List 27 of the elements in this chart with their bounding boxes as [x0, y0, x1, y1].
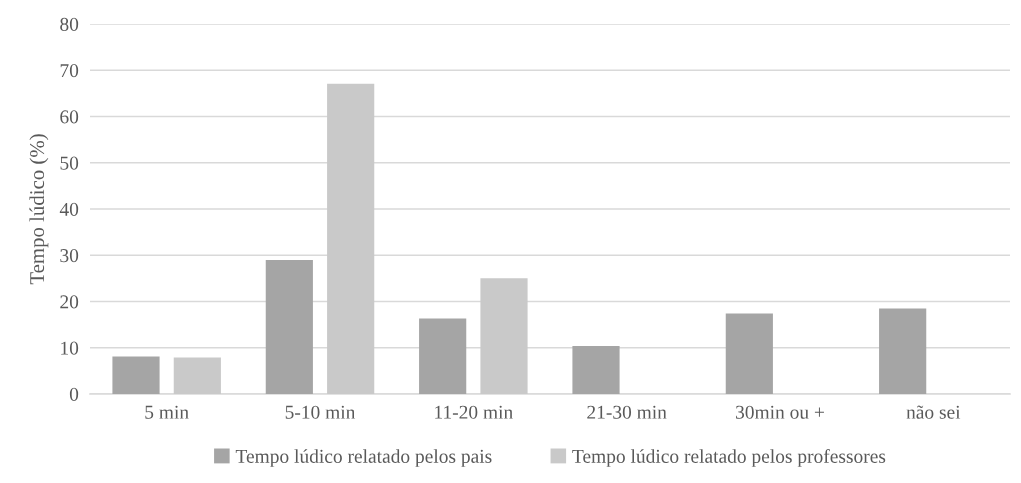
- bar: [419, 318, 467, 394]
- bar: [480, 278, 528, 394]
- x-tick-label: 5 min: [145, 405, 189, 419]
- y-tick-label: 80: [60, 17, 79, 31]
- bar: [173, 357, 221, 394]
- bar: [725, 313, 773, 394]
- bar: [112, 356, 160, 394]
- bar: [572, 345, 620, 394]
- y-tick-label: 20: [60, 295, 79, 309]
- x-tick-label: não sei: [906, 405, 961, 419]
- x-tick-label: 11-20 min: [435, 405, 513, 419]
- bar: [265, 259, 313, 394]
- x-tick-label: 5-10 min: [285, 405, 356, 419]
- x-tick-label: 21-30 min: [587, 405, 667, 419]
- y-tick-label: 10: [61, 341, 79, 355]
- y-axis-title: Tempo lúdico (%): [29, 134, 49, 285]
- y-tick-label: 70: [60, 64, 79, 78]
- y-tick-label: 50: [60, 156, 79, 170]
- y-tick-label: 40: [59, 202, 79, 216]
- y-tick-label: 60: [60, 110, 79, 124]
- bar: [879, 308, 927, 394]
- bar: [327, 83, 375, 394]
- y-tick-label: 0: [69, 387, 79, 401]
- legend-label: Tempo lúdico relatado pelos pais: [235, 449, 492, 467]
- legend-label: Tempo lúdico relatado pelos professores: [572, 449, 886, 467]
- y-tick-label: 30: [60, 249, 79, 263]
- x-tick-label: 30min ou +: [736, 405, 824, 419]
